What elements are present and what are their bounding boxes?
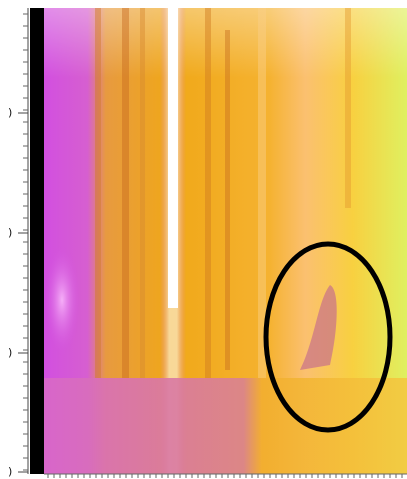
page: {"axis": {"y_tick_labels": [")", ")", ")… [0, 0, 407, 479]
y-tick-label: ) [8, 226, 12, 239]
x-ticks [44, 474, 407, 478]
y-tick-label: ) [8, 106, 12, 119]
y-axis [18, 8, 28, 474]
figure: ) ) ) ) [0, 0, 407, 479]
image-panel [44, 8, 407, 474]
y-tick-label: ) [8, 465, 12, 478]
y-minor-ticks [23, 14, 28, 470]
black-strip [30, 8, 44, 474]
y-tick-label: ) [8, 346, 12, 359]
